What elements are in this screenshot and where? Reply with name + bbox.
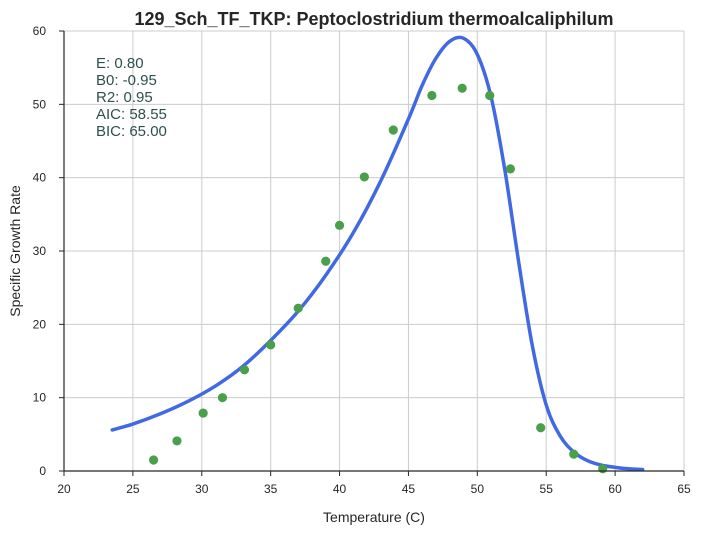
x-tick-label: 65 bbox=[677, 482, 691, 496]
data-point bbox=[148, 455, 159, 465]
y-tick-label: 50 bbox=[33, 97, 47, 111]
x-tick-label: 50 bbox=[471, 482, 485, 496]
data-point bbox=[569, 449, 579, 459]
data-point bbox=[536, 423, 546, 433]
fit-stat-line: R2: 0.95 bbox=[96, 89, 153, 106]
data-point bbox=[388, 125, 398, 135]
data-point bbox=[505, 164, 515, 174]
x-tick-label: 45 bbox=[402, 482, 416, 496]
data-point bbox=[598, 464, 608, 474]
data-point bbox=[217, 393, 228, 403]
data-point bbox=[321, 256, 331, 266]
y-tick-label: 0 bbox=[39, 464, 46, 478]
data-point bbox=[266, 340, 276, 350]
data-point bbox=[293, 303, 303, 313]
y-tick-label: 30 bbox=[33, 244, 47, 258]
data-point bbox=[427, 90, 437, 101]
y-tick-label: 40 bbox=[33, 171, 47, 185]
y-tick-label: 10 bbox=[33, 391, 47, 405]
y-tick-label: 60 bbox=[33, 24, 47, 38]
ticks: 20 25 30 35 40 45 50 55 60 65 0 10 20 30 40 50 60 bbox=[33, 24, 691, 496]
y-axis-label: Specific Growth Rate bbox=[7, 185, 23, 317]
data-point bbox=[485, 90, 495, 101]
x-tick-label: 40 bbox=[333, 482, 347, 496]
x-tick-label: 35 bbox=[264, 482, 278, 496]
x-tick-label: 60 bbox=[608, 482, 622, 496]
fit-stat-line: BIC: 65.00 bbox=[96, 123, 167, 140]
chart-title: 129_Sch_TF_TKP: Peptoclostridium thermoa… bbox=[134, 9, 613, 29]
x-axis-label: Temperature (C) bbox=[323, 509, 425, 525]
fit-stat-line: AIC: 58.55 bbox=[96, 106, 167, 123]
data-point bbox=[198, 408, 208, 418]
x-tick-label: 30 bbox=[195, 482, 209, 496]
data-point bbox=[359, 172, 369, 182]
fit-stat-line: B0: -0.95 bbox=[96, 72, 157, 89]
data-point bbox=[457, 83, 467, 93]
fit-stat-line: E: 0.80 bbox=[96, 55, 144, 72]
data-point bbox=[239, 365, 250, 375]
data-point bbox=[334, 220, 345, 230]
y-tick-label: 20 bbox=[33, 317, 47, 331]
x-tick-label: 55 bbox=[540, 482, 554, 496]
data-point bbox=[172, 436, 182, 446]
x-tick-label: 20 bbox=[57, 482, 71, 496]
x-tick-label: 25 bbox=[126, 482, 140, 496]
